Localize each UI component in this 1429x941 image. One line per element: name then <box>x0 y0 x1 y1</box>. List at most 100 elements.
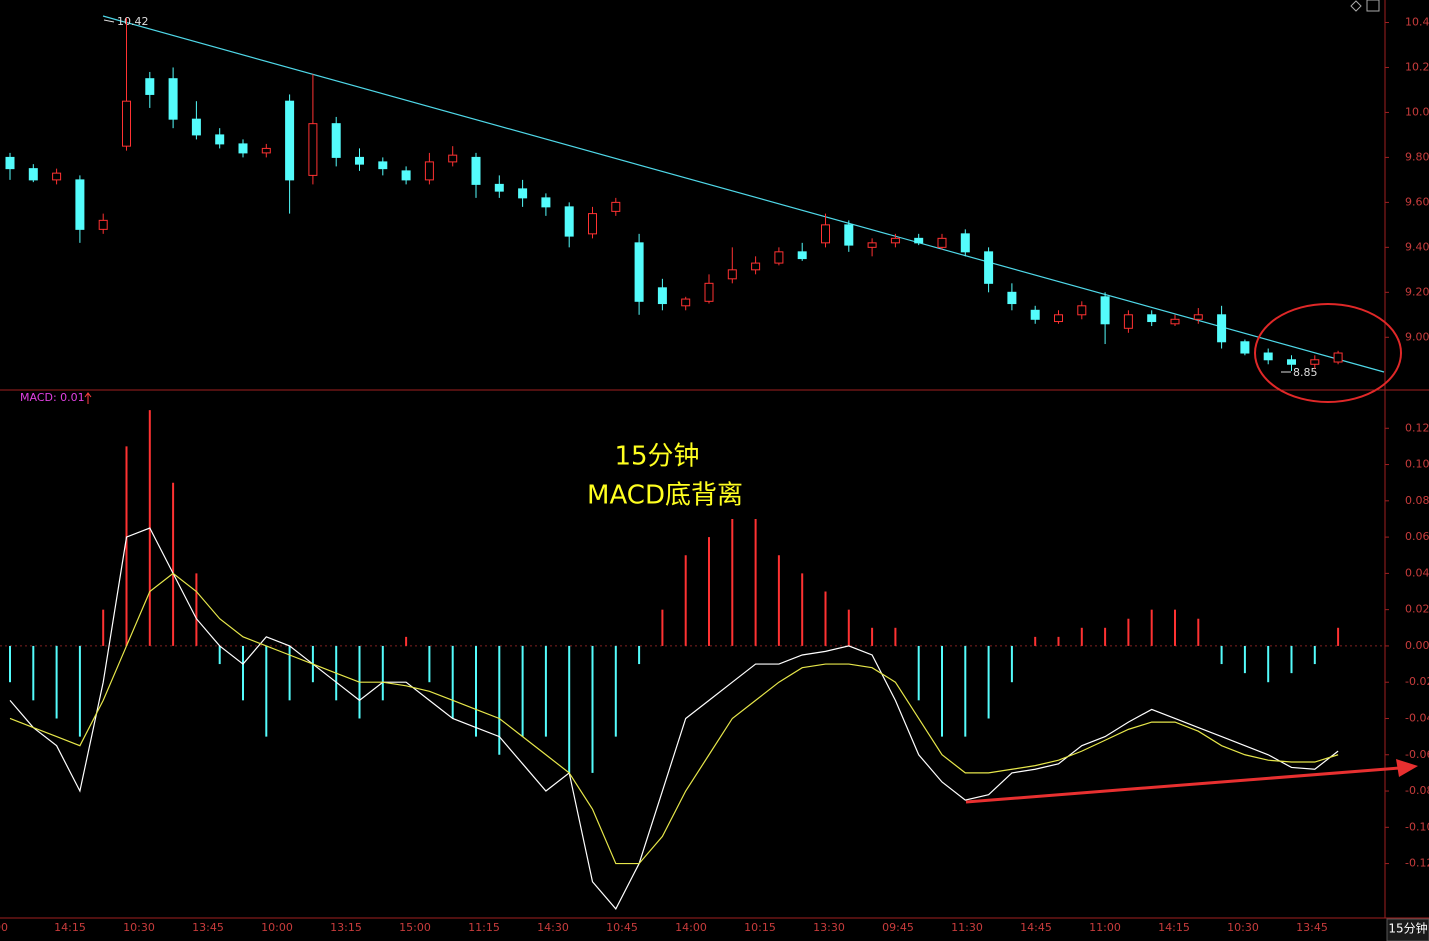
y-tick-label: 9.20 <box>1405 285 1429 298</box>
y-tick-label: 0.10 <box>1405 458 1429 471</box>
candle-body <box>564 206 574 237</box>
candle-body <box>611 201 621 212</box>
candle-body <box>774 251 784 264</box>
candle-body <box>215 134 225 145</box>
x-tick-label: 14:15 <box>54 921 86 934</box>
period-box[interactable] <box>1386 918 1429 941</box>
y-tick-label: 9.40 <box>1405 240 1429 253</box>
low-label: 8.85 <box>1293 366 1318 379</box>
y-tick-label: 9.00 <box>1405 330 1429 343</box>
x-tick-label: 11:15 <box>468 921 500 934</box>
candle-body <box>1147 314 1157 323</box>
legend-arrow <box>84 392 92 404</box>
candle-body <box>914 237 924 244</box>
y-tick-label: 0.06 <box>1405 530 1429 543</box>
legend-label: MACD: 0.01 <box>20 391 85 404</box>
y-tick-label: 0.02 <box>1405 603 1429 616</box>
candle-body <box>657 287 667 305</box>
candle-body <box>238 143 248 154</box>
candle-body <box>937 237 947 248</box>
candle-body <box>634 242 644 302</box>
x-tick-label: 10:30 <box>1227 921 1259 934</box>
candle-body <box>448 154 458 163</box>
y-tick-label: 10.20 <box>1405 60 1429 73</box>
candle-body <box>1030 309 1040 320</box>
candle-body <box>1287 359 1296 365</box>
candle-body <box>727 269 737 280</box>
candle-body <box>704 282 714 302</box>
candle-body <box>122 100 131 147</box>
candle-body <box>494 183 504 192</box>
trend-line <box>102 15 1385 373</box>
y-tick-label: 0.08 <box>1405 494 1429 507</box>
icon[interactable] <box>1366 0 1380 12</box>
candle-body <box>424 161 434 181</box>
candle-body <box>867 242 877 248</box>
pointer <box>103 19 115 23</box>
candle-body <box>890 237 900 244</box>
candle-body <box>588 213 597 235</box>
candle-body <box>1123 314 1133 329</box>
y-tick-label: -0.04 <box>1405 711 1429 724</box>
candle-body <box>751 262 761 271</box>
arrow-head <box>1396 759 1418 777</box>
x-tick-label: 10:30 <box>123 921 155 934</box>
candle-body <box>261 147 271 154</box>
y-tick-label: 10.40 <box>1405 15 1429 28</box>
icon[interactable] <box>1350 0 1362 12</box>
x-tick-label: 10:15 <box>744 921 776 934</box>
candle-body <box>168 78 178 120</box>
candle-body <box>471 156 481 185</box>
candle-body <box>191 118 201 136</box>
x-tick-label: 11:30 <box>951 921 983 934</box>
y-tick-label: 9.60 <box>1405 195 1429 208</box>
y-tick-label: 0.00 <box>1405 639 1429 652</box>
x-tick-label: 13:15 <box>330 921 362 934</box>
candle-body <box>681 298 691 307</box>
y-tick-label: 9.80 <box>1405 150 1429 163</box>
candle-body <box>145 78 155 95</box>
candle-body <box>821 224 830 244</box>
x-tick-label: 15:00 <box>399 921 431 934</box>
candle-body <box>28 168 38 181</box>
candle-body <box>285 100 295 181</box>
candle-body <box>5 156 15 170</box>
candle-body <box>1077 305 1087 316</box>
candle-body <box>308 123 318 176</box>
candle-body <box>331 123 341 158</box>
highlight-circle <box>1254 303 1402 403</box>
x-tick-label: 14:00 <box>675 921 707 934</box>
y-tick-label: 0.04 <box>1405 566 1429 579</box>
x-tick-label: 10:45 <box>606 921 638 934</box>
candle-body <box>1170 318 1180 325</box>
x-tick-label: 14:15 <box>1158 921 1190 934</box>
candle-body <box>52 172 62 181</box>
y-tick-label: -0.12 <box>1405 857 1429 870</box>
candle-body <box>378 161 388 170</box>
period-label[interactable]: 15分钟 <box>1388 921 1427 936</box>
candle-body <box>1263 352 1273 361</box>
candle-body <box>1240 341 1250 354</box>
x-tick-label: 13:45 <box>1296 921 1328 934</box>
candle-body <box>541 197 551 208</box>
annotation: 15分钟 <box>614 442 699 472</box>
candle-body <box>844 224 854 246</box>
candle-body <box>401 170 411 181</box>
annotation: MACD底背离 <box>587 481 743 511</box>
candle-body <box>1310 359 1320 365</box>
macd-line <box>9 527 1339 910</box>
candle-body <box>1007 291 1017 305</box>
x-tick-label: 10:00 <box>261 921 293 934</box>
candle-body <box>1193 314 1203 320</box>
y-tick-label: -0.02 <box>1405 675 1429 688</box>
candle-body <box>1100 296 1110 325</box>
y-tick-label: 10.00 <box>1405 105 1429 118</box>
candle-body <box>75 179 85 230</box>
x-tick-label: 00 <box>0 921 8 934</box>
candle-body <box>960 233 970 253</box>
x-tick-label: 11:00 <box>1089 921 1121 934</box>
candle-body <box>1054 314 1063 323</box>
candle-body <box>1217 314 1227 343</box>
